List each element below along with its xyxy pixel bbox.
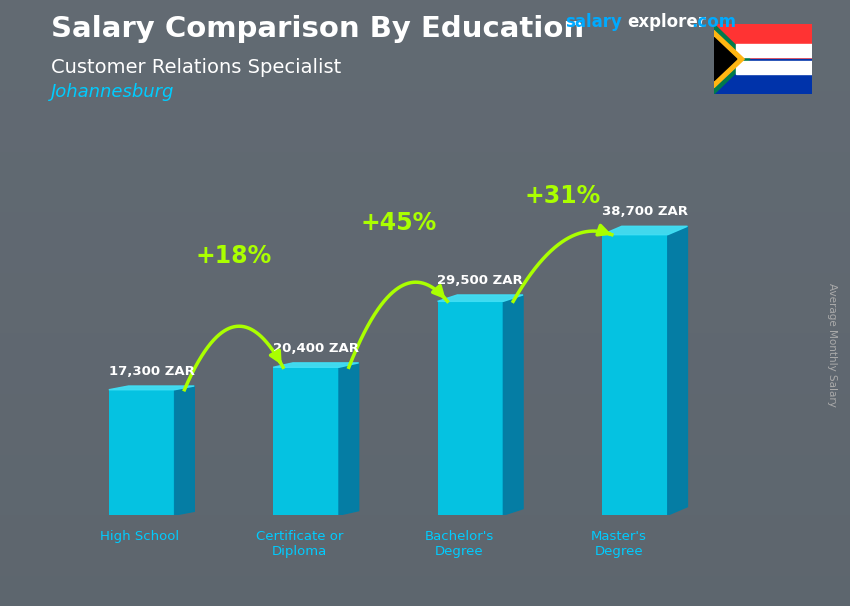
Bar [273, 367, 339, 515]
Polygon shape [602, 226, 688, 235]
Bar [0, 0, 850, 30]
Text: 20,400 ZAR: 20,400 ZAR [273, 342, 359, 355]
Text: Customer Relations Specialist: Customer Relations Specialist [51, 58, 341, 76]
Bar [714, 59, 812, 94]
Bar [0, 242, 850, 273]
Bar [0, 182, 850, 212]
Polygon shape [503, 295, 523, 515]
Bar [109, 390, 174, 515]
Polygon shape [273, 363, 359, 367]
Bar [0, 333, 850, 364]
Bar [0, 303, 850, 333]
Text: High School: High School [99, 530, 179, 543]
Bar [0, 61, 850, 91]
Bar [0, 152, 850, 182]
Bar [0, 485, 850, 515]
Bar [0, 30, 850, 61]
Bar [0, 91, 850, 121]
Text: Certificate or
Diploma: Certificate or Diploma [256, 530, 343, 558]
Bar [736, 44, 812, 57]
Bar [714, 24, 812, 59]
Text: +18%: +18% [196, 244, 272, 268]
Polygon shape [714, 38, 737, 81]
Polygon shape [714, 30, 745, 88]
Bar [602, 235, 668, 515]
Text: 38,700 ZAR: 38,700 ZAR [602, 205, 688, 218]
Text: salary: salary [565, 13, 622, 32]
Text: +45%: +45% [360, 211, 436, 235]
Bar [438, 301, 503, 515]
Polygon shape [668, 226, 688, 515]
Polygon shape [339, 363, 359, 515]
Polygon shape [714, 24, 750, 94]
Bar [0, 576, 850, 606]
Bar [0, 454, 850, 485]
Bar [0, 121, 850, 152]
Text: .com: .com [691, 13, 736, 32]
Text: Bachelor's
Degree: Bachelor's Degree [424, 530, 494, 558]
Bar [0, 364, 850, 394]
Bar [0, 545, 850, 576]
Bar [0, 212, 850, 242]
Text: Salary Comparison By Education: Salary Comparison By Education [51, 15, 584, 43]
Bar [0, 424, 850, 454]
Text: Average Monthly Salary: Average Monthly Salary [827, 284, 837, 407]
Bar [736, 61, 812, 75]
Text: 29,500 ZAR: 29,500 ZAR [438, 273, 524, 287]
Text: Master's
Degree: Master's Degree [591, 530, 647, 558]
Bar [0, 273, 850, 303]
Text: Johannesburg: Johannesburg [51, 83, 174, 101]
Polygon shape [109, 386, 195, 390]
Bar [0, 515, 850, 545]
Text: explorer: explorer [627, 13, 706, 32]
Polygon shape [438, 295, 523, 301]
Text: +31%: +31% [524, 184, 601, 208]
Text: 17,300 ZAR: 17,300 ZAR [109, 365, 195, 378]
Polygon shape [174, 386, 195, 515]
Bar [0, 394, 850, 424]
